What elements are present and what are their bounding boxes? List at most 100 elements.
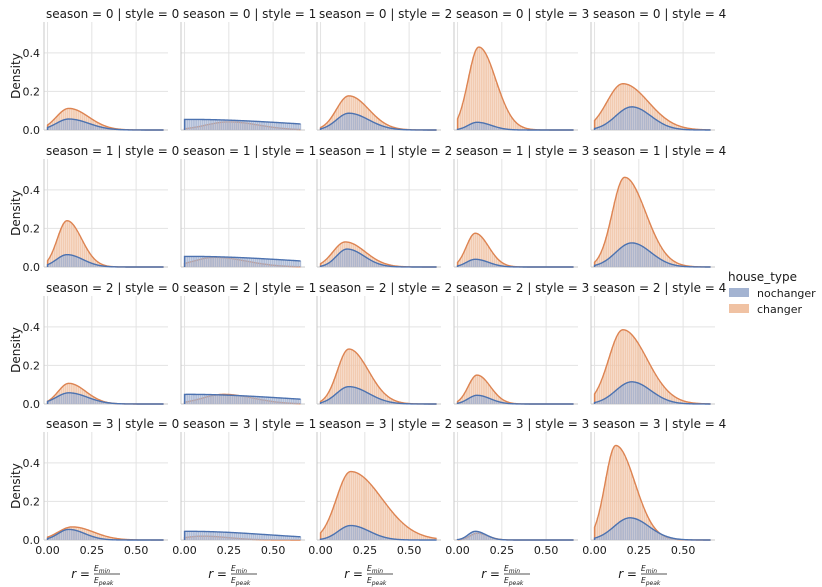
nochanger-bar bbox=[624, 244, 627, 267]
nochanger-bar bbox=[671, 538, 673, 540]
nochanger-bar bbox=[286, 123, 289, 130]
nochanger-bar bbox=[360, 390, 363, 404]
nochanger-bar bbox=[49, 126, 52, 130]
nochanger-bar bbox=[609, 120, 612, 130]
nochanger-bar bbox=[598, 126, 601, 130]
nochanger-bar bbox=[49, 537, 52, 540]
nochanger-bar bbox=[596, 401, 599, 404]
nochanger-bar bbox=[96, 537, 99, 540]
changer-bar bbox=[373, 489, 376, 540]
nochanger-bar bbox=[470, 259, 473, 267]
nochanger-bar bbox=[641, 110, 644, 130]
nochanger-bar bbox=[280, 259, 283, 267]
nochanger-bar bbox=[73, 119, 75, 130]
nochanger-bar bbox=[92, 399, 95, 404]
nochanger-bar bbox=[461, 127, 464, 130]
y-axis-label: Density bbox=[9, 190, 23, 236]
nochanger-bar bbox=[609, 529, 612, 540]
nochanger-bar bbox=[645, 387, 648, 404]
changer-bar bbox=[617, 446, 620, 540]
changer-bar bbox=[58, 233, 60, 267]
nochanger-bar bbox=[256, 121, 259, 130]
nochanger-bar bbox=[216, 531, 219, 540]
nochanger-bar bbox=[326, 537, 329, 540]
nochanger-bar bbox=[241, 533, 244, 540]
changer-bar bbox=[358, 474, 361, 540]
changer-bar bbox=[109, 537, 112, 540]
nochanger-bar bbox=[647, 250, 650, 267]
x-axis-label-prefix: r = bbox=[71, 567, 90, 581]
changer-bar bbox=[658, 243, 661, 267]
changer-bar bbox=[386, 396, 389, 404]
changer-bar bbox=[495, 258, 498, 267]
nochanger-bar bbox=[369, 394, 372, 404]
nochanger-bar bbox=[468, 533, 470, 540]
changer-bar bbox=[620, 83, 622, 130]
changer-bar bbox=[517, 124, 519, 130]
nochanger-bar bbox=[495, 127, 498, 130]
nochanger-bar bbox=[203, 394, 206, 404]
nochanger-bar bbox=[60, 256, 63, 267]
changer-bar bbox=[476, 233, 479, 267]
changer-bar bbox=[66, 220, 69, 267]
nochanger-bar bbox=[70, 119, 73, 130]
changer-bar bbox=[594, 524, 597, 540]
x-tick-label: 0.25 bbox=[217, 544, 242, 557]
nochanger-bar bbox=[647, 526, 650, 540]
nochanger-bar bbox=[637, 244, 639, 267]
changer-bar bbox=[371, 377, 374, 404]
changer-bar bbox=[326, 393, 329, 404]
changer-bar bbox=[405, 526, 408, 540]
nochanger-bar bbox=[609, 394, 612, 404]
changer-bar bbox=[468, 240, 470, 267]
x-axis-label-denominator-sub: peak bbox=[235, 580, 251, 587]
nochanger-bar bbox=[271, 397, 274, 404]
nochanger-bar bbox=[660, 123, 663, 130]
nochanger-bar bbox=[497, 127, 500, 130]
nochanger-bar bbox=[104, 402, 107, 404]
changer-bar bbox=[384, 394, 387, 404]
facet-panel: season = 1 | style = 2 bbox=[316, 144, 452, 268]
nochanger-bar bbox=[605, 532, 607, 540]
changer-bar bbox=[502, 100, 505, 130]
nochanger-bar bbox=[199, 394, 202, 404]
nochanger-bar bbox=[333, 533, 336, 540]
nochanger-bar bbox=[284, 535, 287, 540]
changer-bar bbox=[611, 449, 614, 540]
nochanger-bar bbox=[626, 382, 629, 404]
nochanger-bar bbox=[673, 128, 676, 130]
nochanger-bar bbox=[658, 533, 661, 540]
nochanger-bar bbox=[214, 119, 217, 130]
nochanger-bar bbox=[288, 398, 291, 404]
x-tick-label: 0.50 bbox=[671, 544, 696, 557]
changer-bar bbox=[70, 223, 73, 267]
changer-bar bbox=[641, 350, 644, 404]
nochanger-bar bbox=[275, 397, 278, 404]
nochanger-bar bbox=[630, 381, 633, 404]
x-axis-label-denominator-sub: peak bbox=[371, 580, 387, 587]
nochanger-bar bbox=[651, 392, 654, 404]
changer-bar bbox=[335, 498, 338, 540]
nochanger-bar bbox=[186, 256, 189, 267]
nochanger-bar bbox=[212, 256, 215, 267]
changer-bar bbox=[628, 332, 631, 404]
nochanger-bar bbox=[64, 529, 67, 540]
nochanger-bar bbox=[346, 386, 348, 404]
nochanger-bar bbox=[254, 396, 257, 404]
nochanger-bar bbox=[369, 120, 372, 130]
panel-title: season = 1 | style = 2 bbox=[319, 144, 452, 158]
nochanger-bar bbox=[278, 259, 280, 267]
nochanger-bar bbox=[201, 256, 204, 267]
changer-bar bbox=[352, 471, 355, 540]
changer-bar bbox=[322, 528, 325, 540]
nochanger-bar bbox=[227, 257, 229, 267]
nochanger-bar bbox=[195, 119, 197, 130]
nochanger-bar bbox=[594, 537, 597, 540]
nochanger-bar bbox=[384, 537, 387, 540]
nochanger-bar bbox=[365, 257, 368, 267]
nochanger-bar bbox=[360, 527, 363, 540]
changer-bar bbox=[474, 233, 477, 267]
nochanger-bar bbox=[98, 126, 101, 130]
changer-bar bbox=[637, 492, 639, 540]
